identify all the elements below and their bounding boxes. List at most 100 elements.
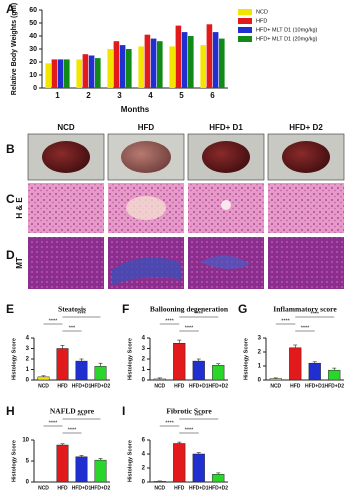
bar — [153, 481, 166, 483]
y-tick-label: 1 — [26, 367, 30, 373]
y-axis-title: Relative Body Weights (gm) — [11, 3, 18, 95]
bar — [113, 41, 120, 88]
x-tick-label: HFD — [174, 485, 185, 491]
bar — [64, 59, 70, 88]
bar — [212, 32, 219, 88]
y-tick-label: 0 — [258, 378, 262, 384]
significance-label: *** — [69, 325, 76, 331]
significance-label: **** — [77, 311, 86, 317]
y-tick-label: 5 — [26, 459, 30, 465]
chart-title: Ballooning degeneration — [150, 305, 229, 314]
y-tick-label: 1 — [142, 367, 146, 373]
x-tick-label: 2 — [86, 91, 91, 100]
significance-label: **** — [185, 325, 194, 331]
bar — [153, 378, 166, 381]
bar — [289, 347, 302, 381]
panel-label: F — [122, 302, 129, 316]
y-tick-label: 0 — [33, 85, 37, 92]
x-axis-title: Months — [121, 105, 150, 114]
x-tick-label: HFD — [174, 383, 185, 389]
bar — [173, 343, 186, 381]
y-tick-label: 4 — [142, 336, 146, 342]
bar — [119, 45, 126, 88]
x-tick-label: HFD+D1 — [305, 383, 325, 389]
legend-swatch — [238, 9, 252, 15]
x-tick-label: HFD+D2 — [208, 485, 228, 491]
bar — [169, 46, 175, 88]
y-tick-label: 4 — [26, 336, 30, 342]
bar — [308, 362, 321, 381]
mt-images — [28, 237, 344, 289]
x-tick-label: HFD — [57, 485, 68, 491]
y-axis-title: Histology Score — [243, 338, 249, 380]
legend-label: NCD — [256, 9, 268, 15]
y-tick-label: 4 — [142, 452, 146, 458]
legend-swatch — [238, 27, 252, 33]
bar — [188, 36, 194, 88]
y-axis-title: Histology Score — [127, 440, 133, 482]
chart-title: Steatosis — [58, 305, 86, 314]
x-tick-label: HFD+D2 — [324, 383, 344, 389]
panel-label: A — [6, 2, 15, 16]
significance-label: **** — [77, 413, 86, 419]
bar — [126, 49, 132, 88]
x-tick-label: NCD — [154, 485, 165, 491]
y-tick-label: 0 — [26, 378, 30, 384]
y-tick-label: 0 — [142, 378, 146, 384]
bar — [138, 46, 144, 88]
y-tick-label: 3 — [26, 346, 30, 352]
panel-label: G — [238, 302, 247, 316]
y-tick-label: 10 — [29, 72, 37, 79]
bar — [144, 34, 151, 88]
bar — [328, 369, 341, 381]
bar — [45, 63, 51, 88]
x-tick-label: HFD+D2 — [91, 485, 111, 491]
y-tick-label: 1 — [258, 364, 262, 370]
x-tick-label: NCD — [38, 485, 49, 491]
x-tick-label: 3 — [117, 91, 122, 100]
bar — [219, 38, 225, 88]
x-tick-label: NCD — [38, 383, 49, 389]
chart-title: Fibrotic Score — [166, 407, 212, 416]
bar — [192, 360, 205, 381]
y-tick-label: 20 — [29, 59, 37, 66]
he-images — [28, 183, 344, 233]
bar — [94, 366, 107, 381]
bar — [88, 55, 95, 88]
x-tick-label: 1 — [55, 91, 60, 100]
bar — [212, 365, 225, 381]
bar — [75, 360, 88, 381]
bar — [82, 54, 89, 88]
photo-label: HFD+ D2 — [289, 123, 323, 132]
x-tick-label: 4 — [148, 91, 153, 100]
bar — [95, 58, 101, 88]
significance-label: **** — [185, 427, 194, 433]
y-tick-label: 30 — [29, 46, 37, 53]
bar — [94, 459, 107, 483]
bar — [157, 41, 163, 88]
stain-label: H & E — [15, 197, 24, 219]
y-tick-label: 0 — [142, 480, 146, 486]
stain-label: MT — [15, 257, 24, 269]
chart-title: NAFLD score — [50, 407, 95, 416]
significance-label: **** — [301, 325, 310, 331]
y-axis-title: Histology Score — [127, 338, 133, 380]
x-tick-label: 5 — [179, 91, 184, 100]
bar — [192, 453, 205, 483]
y-tick-label: 6 — [142, 438, 146, 444]
legend-label: HFD+ MLT D1 (20mg/kg) — [256, 36, 318, 42]
x-tick-label: NCD — [270, 383, 281, 389]
y-tick-label: 10 — [22, 438, 29, 444]
panel-label: I — [122, 404, 125, 418]
y-tick-label: 50 — [29, 20, 37, 27]
y-tick-label: 2 — [142, 466, 146, 472]
panel-label: D — [6, 248, 15, 262]
panel-label: H — [6, 404, 15, 418]
significance-label: **** — [194, 311, 203, 317]
bar — [200, 45, 206, 88]
x-tick-label: HFD+D1 — [72, 383, 92, 389]
y-axis-title: Histology Score — [11, 338, 17, 380]
bar — [212, 474, 225, 483]
legend-label: HFD — [256, 18, 267, 24]
